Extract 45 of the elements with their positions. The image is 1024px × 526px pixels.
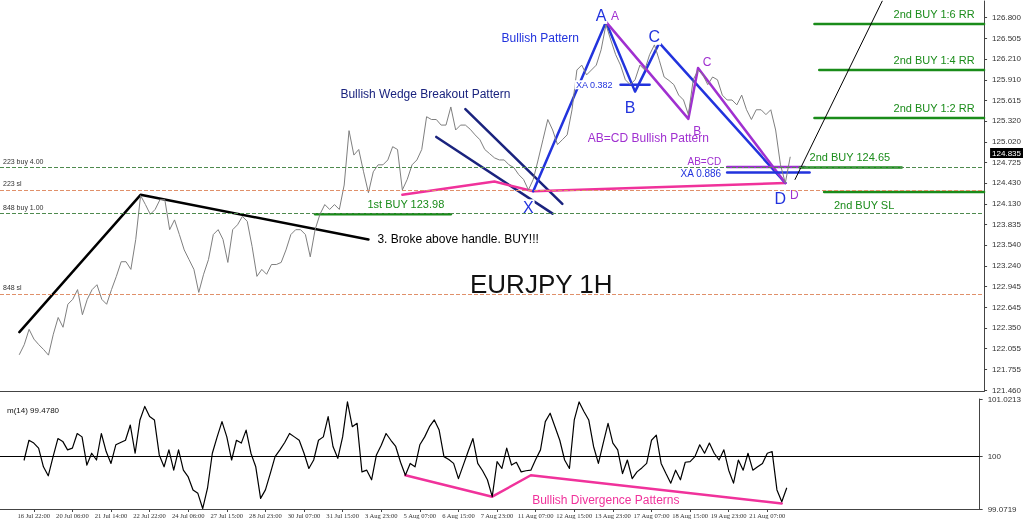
y-tick-label: 101.0213 xyxy=(987,394,1022,404)
y-tick-label: 124.725 xyxy=(992,157,1022,167)
y-tick-label: 122.055 xyxy=(992,344,1022,354)
y-tick-label: 99.0719 xyxy=(987,504,1018,514)
y-tick-label: 126.800 xyxy=(992,13,1022,23)
y-tick-label: 122.945 xyxy=(992,281,1022,291)
y-tick-label: 126.505 xyxy=(992,33,1022,43)
series-label: XA 0.382 xyxy=(575,79,613,90)
y-tick-label: 121.755 xyxy=(992,364,1022,374)
data-label: C xyxy=(648,28,661,46)
series-label: 3. Broke above handle. BUY!!! xyxy=(377,232,539,247)
y-tick-label: 124.430 xyxy=(992,178,1022,188)
series-label: 2nd BUY 1:4 RR xyxy=(893,53,975,66)
series-label: 2nd BUY 1:6 RR xyxy=(893,7,975,20)
y-tick-label: 125.020 xyxy=(992,137,1022,147)
y-tick-label: 123.240 xyxy=(992,261,1022,271)
y-tick-label: 125.910 xyxy=(992,75,1022,85)
y-tick-label: 122.645 xyxy=(992,302,1022,312)
y-tick-label: 123.835 xyxy=(992,219,1022,229)
text: m(14) 99.4780 xyxy=(7,405,60,415)
text: Bullish Wedge Breakout Pattern xyxy=(340,87,511,102)
y-tick-label: 125.615 xyxy=(992,95,1022,105)
data-label: X xyxy=(522,198,534,216)
series-label: 1st BUY 123.98 xyxy=(367,197,445,210)
series-label: Bullish Divergence Patterns xyxy=(532,493,680,508)
y-tick-label: 124.130 xyxy=(992,199,1022,209)
series-label: 2nd BUY SL xyxy=(833,198,895,211)
y-tick-label: 121.460 xyxy=(992,385,1022,395)
series-label: XA 0.886 xyxy=(680,167,722,179)
y-tick-label: 125.320 xyxy=(992,116,1022,126)
data-label: B xyxy=(624,99,636,117)
series-label: AB=CD xyxy=(687,156,722,168)
series-label: 2nd BUY 124.65 xyxy=(809,151,891,164)
y-tick-label: 123.540 xyxy=(992,240,1022,250)
data-label: D xyxy=(774,190,787,208)
series-label: 2nd BUY 1:2 RR xyxy=(893,101,975,114)
y-tick-label: 100 xyxy=(987,452,1002,462)
text: 124.835 xyxy=(992,148,1022,158)
y-tick-label: 122.350 xyxy=(992,323,1022,333)
series-label: Bullish Pattern xyxy=(501,30,579,45)
data-label: C xyxy=(702,54,712,69)
y-tick-label: 126.210 xyxy=(992,54,1022,64)
data-label: A xyxy=(610,8,619,23)
text: EURJPY 1H xyxy=(470,269,613,299)
data-label: A xyxy=(595,7,607,25)
